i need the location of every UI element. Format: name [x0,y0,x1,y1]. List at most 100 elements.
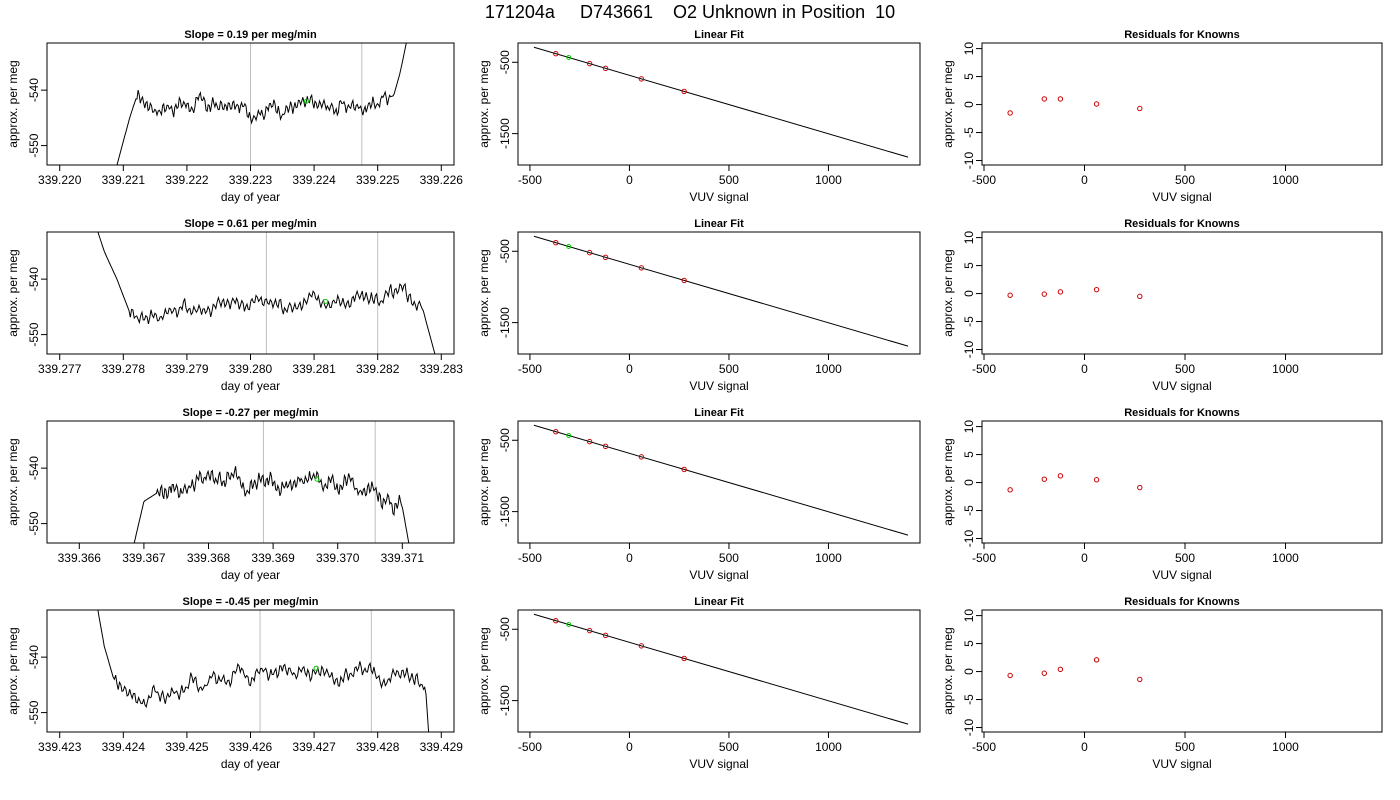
y-tick-label: -5 [962,316,976,327]
fit-panel-3: Linear Fit -500 0 500 1000 -500 -1500 VUV signa… [477,407,921,582]
per-meg-trace [97,610,430,732]
panel-title: Residuals for Knowns [1124,218,1240,230]
plot-area [533,613,909,725]
known-point [602,443,609,450]
residual-point [1041,291,1048,297]
per-meg-trace [133,466,410,543]
fit-line [533,235,909,347]
y-tick-label: -540 [27,456,41,480]
x-tick-label: 339.371 [381,551,425,565]
x-tick-label: 500 [719,740,739,754]
y-tick-label: -500 [498,239,512,263]
per-meg-trace [116,43,407,165]
unknown-marker [566,243,572,249]
y-axis-label: approx. per meg [477,438,491,525]
known-point [553,51,559,57]
known-point [586,627,593,634]
y-tick-label: 5 [962,451,976,458]
chart-panels: Slope = 0.19 per meg/min 339.220 339.221 33… [6,29,1383,771]
y-tick-label: 0 [962,290,976,297]
plot-area [1007,96,1143,116]
residual-point [1137,105,1143,112]
x-tick-label: -500 [518,362,542,376]
x-tick-label: 0 [1081,551,1088,565]
y-tick-label: -500 [498,428,512,452]
time-panel-2: Slope = 0.61 per meg/min 339.277 339.278 33… [6,218,463,393]
plot-area [1007,657,1143,683]
y-tick-label: -10 [962,341,976,359]
x-tick-label: 1000 [1272,362,1299,376]
unknown-marker [566,54,572,60]
plot-area [533,235,909,347]
unknown-marker [303,98,309,104]
plot-frame [46,42,455,166]
known-point [586,438,593,445]
residual-point [1007,110,1013,116]
x-axis-label: VUV signal [1152,190,1211,204]
x-tick-label: 1000 [815,173,842,187]
unknown-marker [566,432,572,438]
x-axis-label: day of year [221,757,280,771]
plot-area [533,46,909,158]
residual-point [1057,473,1064,479]
residual-point [1057,96,1064,102]
fit-panel-4: Linear Fit -500 0 500 1000 -500 -1500 VUV signa… [477,596,921,771]
y-tick-label: -5 [962,505,976,516]
y-tick-label: -10 [962,152,976,170]
y-axis-label: approx. per meg [6,60,20,147]
y-tick-label: -10 [962,719,976,737]
residual-point [1007,487,1013,493]
x-tick-label: 339.224 [292,173,336,187]
y-tick-label: -550 [27,322,41,346]
y-tick-label: -540 [27,645,41,669]
plot-frame [46,231,455,355]
main-title: 171204a D743661 O2 Unknown in Position 1… [485,2,895,22]
residual-point [1137,484,1143,491]
resid-panel-3: Residuals for Knowns -500 0 500 1000 -10 -5 0 5 1… [941,407,1383,582]
residual-point [1093,286,1100,293]
plot-area [133,421,410,543]
x-tick-label: 1000 [815,551,842,565]
plot-area [533,424,909,536]
y-axis-label: approx. per meg [6,438,20,525]
time-panel-4: Slope = -0.45 per meg/min 339.423 339.424 3… [6,596,463,771]
x-tick-label: 339.429 [420,740,464,754]
panel-title: Residuals for Knowns [1124,29,1240,41]
plot-frame [46,420,455,544]
residual-point [1041,476,1048,482]
x-tick-label: 0 [626,551,633,565]
y-tick-label: 0 [962,101,976,108]
y-tick-label: -540 [27,78,41,102]
residual-point [1041,96,1048,102]
x-tick-label: 1000 [1272,740,1299,754]
known-point [681,466,687,473]
y-tick-label: -500 [498,617,512,641]
resid-panel-1: Residuals for Knowns -500 0 500 1000 -10 -5 0 5 1… [941,29,1383,204]
x-tick-label: 339.368 [187,551,231,565]
x-tick-label: 339.279 [165,362,209,376]
known-point [553,429,559,435]
x-tick-label: 339.281 [292,362,336,376]
y-tick-label: -500 [498,50,512,74]
x-axis-label: day of year [221,568,280,582]
x-axis-label: VUV signal [689,568,748,582]
residual-point [1007,292,1013,298]
time-panel-1: Slope = 0.19 per meg/min 339.220 339.221 33… [6,29,463,204]
fit-panel-1: Linear Fit -500 0 500 1000 -500 -1500 VUV signa… [477,29,921,204]
known-point [602,254,609,261]
y-tick-label: -5 [962,127,976,138]
plot-area [97,610,430,732]
panel-title: Slope = -0.27 per meg/min [182,407,318,419]
per-meg-trace [97,232,436,354]
y-axis-label: approx. per meg [941,60,955,147]
plot-frame [981,420,1383,544]
y-tick-label: -1500 [498,307,512,338]
residual-point [1093,101,1100,107]
plot-area [97,232,436,354]
x-axis-label: VUV signal [1152,568,1211,582]
y-axis-label: approx. per meg [6,627,20,714]
plot-frame [981,231,1383,355]
known-point [602,632,609,639]
x-tick-label: 339.425 [165,740,209,754]
known-point [638,643,645,649]
